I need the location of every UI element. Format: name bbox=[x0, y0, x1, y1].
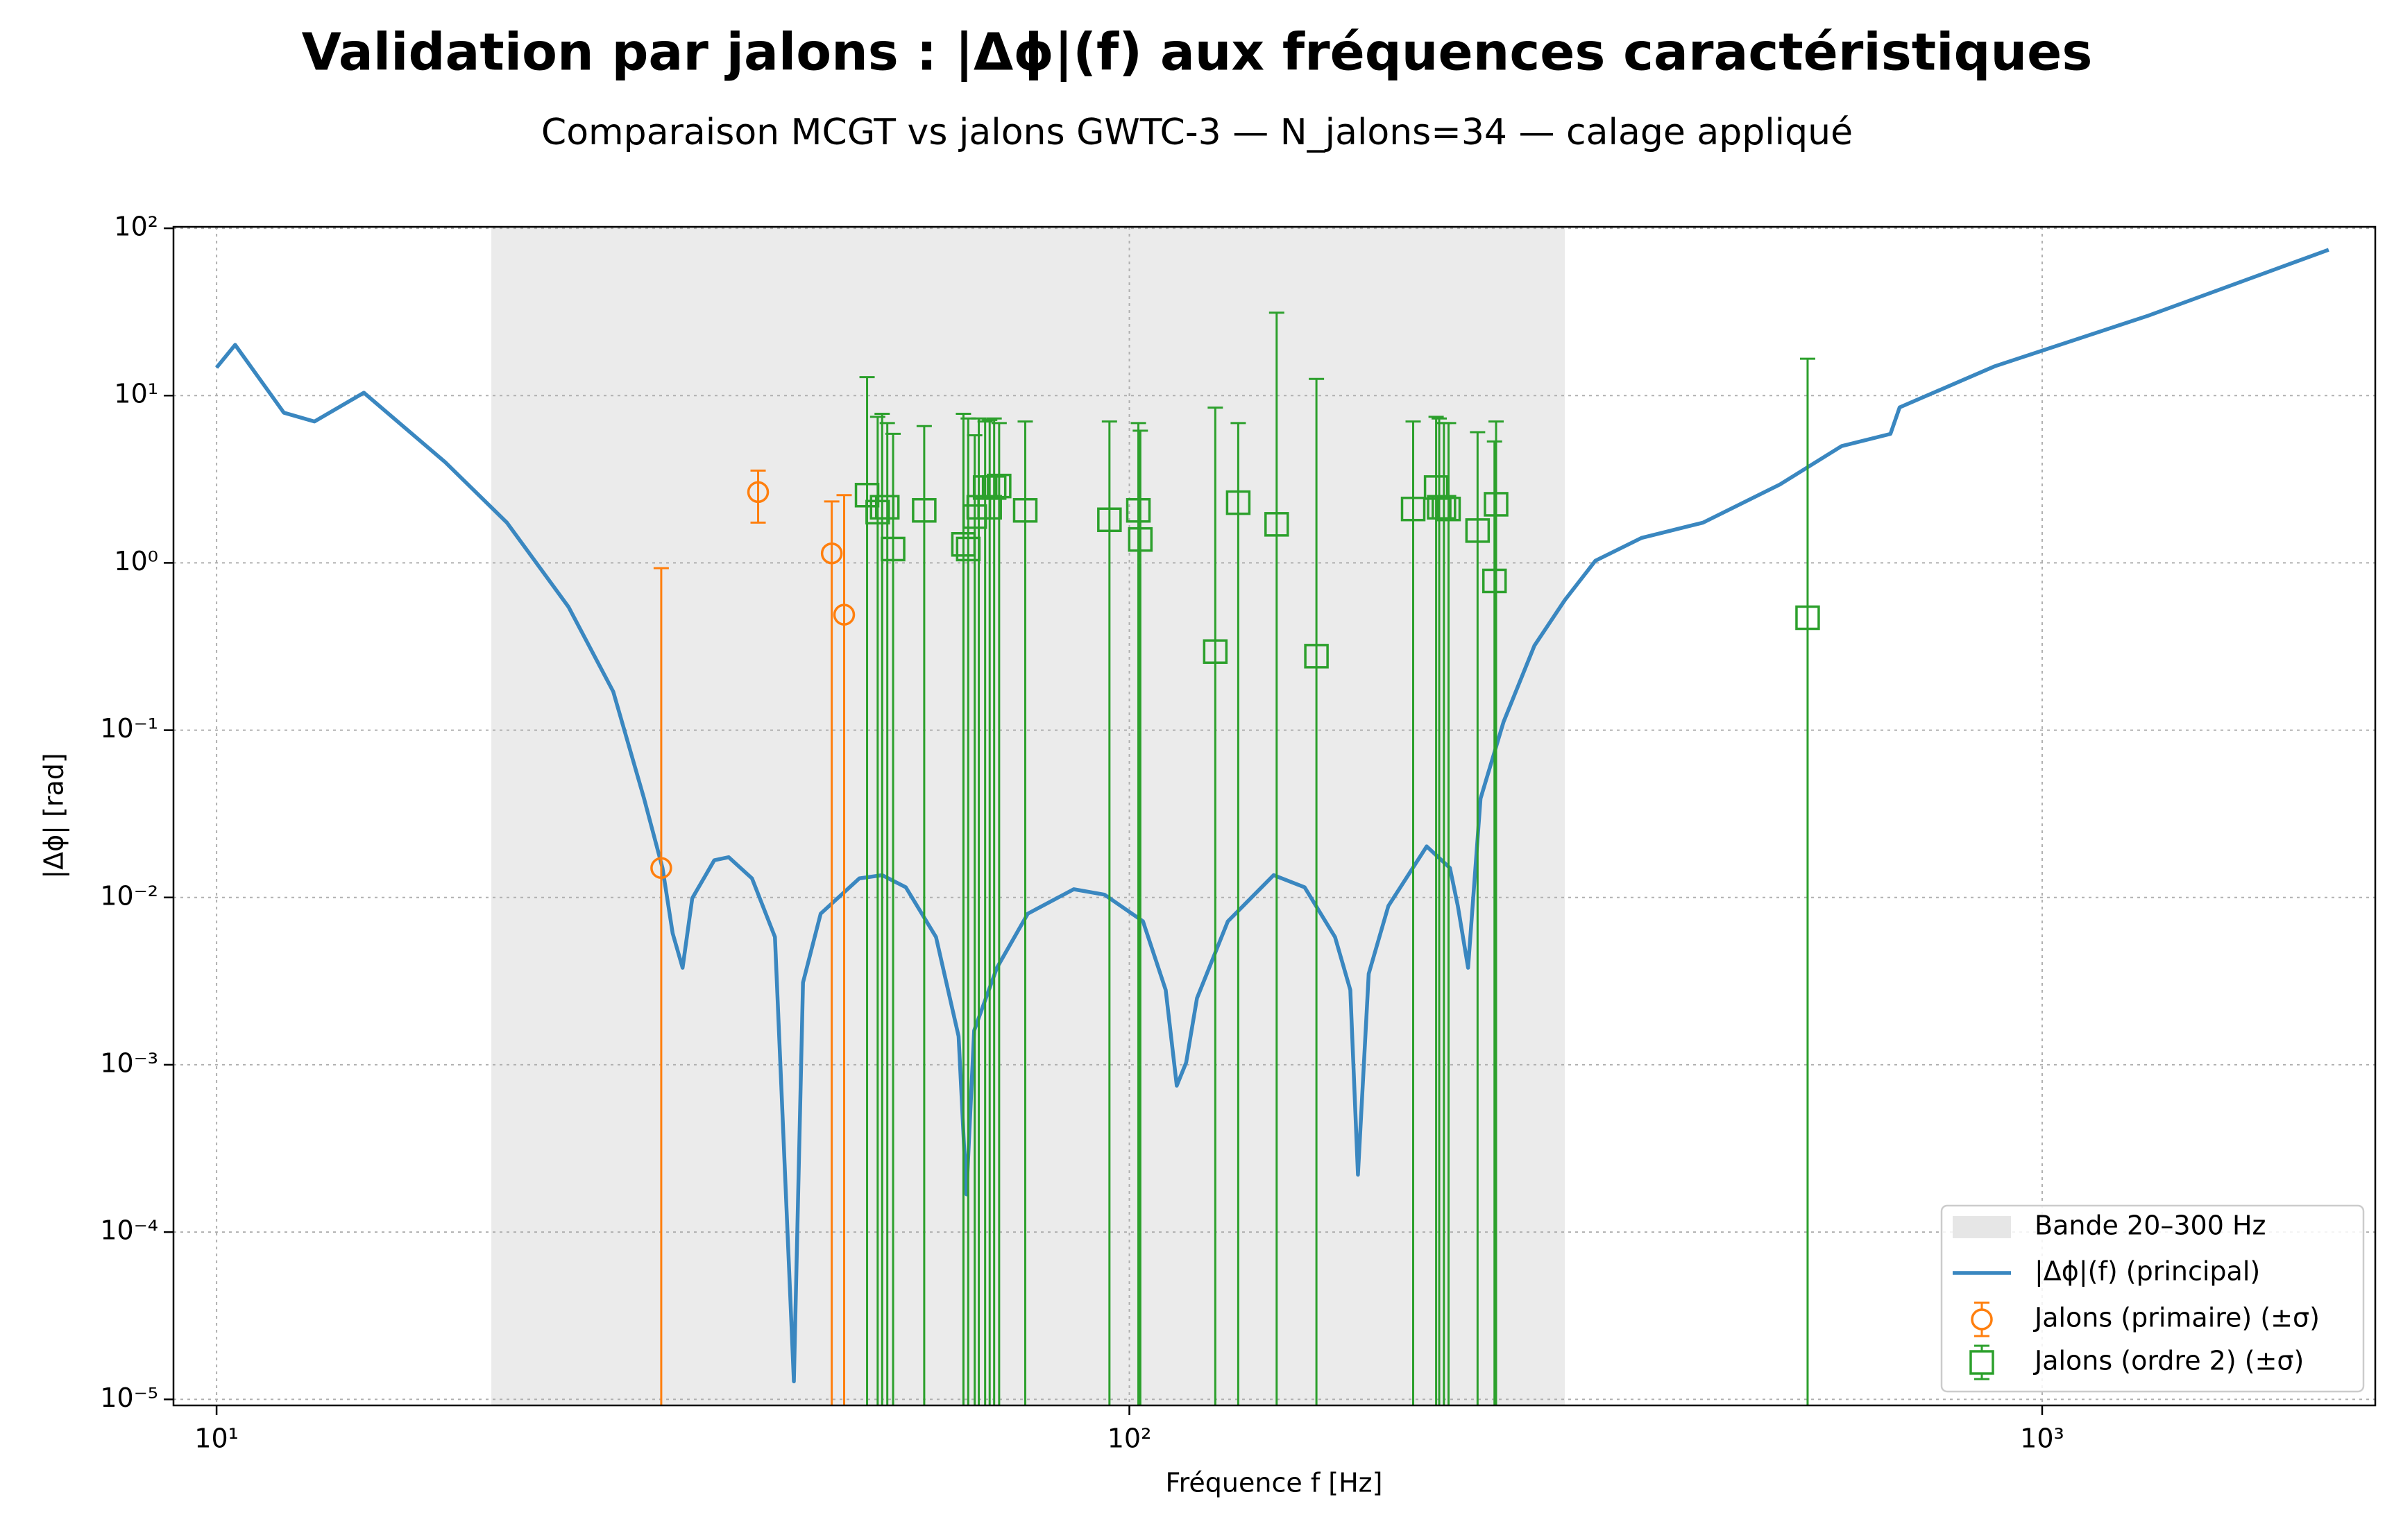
marker bbox=[833, 604, 856, 626]
legend-label: Jalons (primaire) (±σ) bbox=[2033, 1303, 2320, 1333]
y-tick-label: 10⁻⁵ bbox=[100, 1383, 158, 1413]
marker bbox=[1436, 496, 1461, 522]
error-bar bbox=[1132, 429, 1148, 1405]
error-bar bbox=[1432, 417, 1448, 1405]
legend-label: Bande 20–300 Hz bbox=[2035, 1210, 2266, 1241]
marker bbox=[1400, 496, 1426, 522]
marker bbox=[1795, 605, 1820, 631]
marker bbox=[650, 857, 672, 880]
legend-label: |Δϕ|(f) (principal) bbox=[2035, 1256, 2260, 1287]
marker bbox=[1203, 639, 1228, 665]
error-bar bbox=[836, 494, 852, 1405]
y-tick-label: 10¹ bbox=[114, 379, 158, 409]
marker bbox=[1482, 568, 1507, 594]
marker bbox=[1432, 495, 1457, 520]
marker bbox=[1126, 497, 1151, 523]
y-tick-label: 10⁻³ bbox=[100, 1047, 158, 1078]
marker bbox=[1012, 497, 1038, 523]
error-bar bbox=[1405, 420, 1421, 1405]
plot-frame bbox=[172, 225, 2377, 1407]
error-bar bbox=[1799, 357, 1815, 1405]
error-bar bbox=[653, 567, 669, 1405]
legend-box bbox=[1940, 1204, 2365, 1393]
legend-swatch bbox=[1953, 1216, 2011, 1238]
error-bar bbox=[1017, 420, 1033, 1405]
marker bbox=[1097, 507, 1122, 533]
marker bbox=[874, 495, 900, 520]
marker bbox=[1304, 644, 1329, 669]
legend-swatch bbox=[1969, 1350, 1994, 1375]
error-bar bbox=[750, 469, 766, 524]
error-bar bbox=[1428, 416, 1444, 1405]
legend-label: Jalons (ordre 2) (±σ) bbox=[2033, 1346, 2304, 1376]
marker bbox=[1423, 475, 1449, 500]
y-tick-label: 10⁻¹ bbox=[100, 713, 158, 744]
marker bbox=[1465, 518, 1491, 543]
marker bbox=[1264, 512, 1289, 537]
error-bar bbox=[916, 425, 932, 1405]
error-bar bbox=[1101, 420, 1117, 1405]
error-bar bbox=[986, 417, 1002, 1405]
y-tick-label: 10⁻⁴ bbox=[100, 1215, 158, 1246]
error-bar bbox=[971, 417, 987, 1405]
marker bbox=[1225, 490, 1251, 515]
y-axis-label: |Δϕ| [rad] bbox=[39, 753, 70, 878]
marker bbox=[912, 497, 937, 523]
marker bbox=[865, 499, 890, 525]
marker bbox=[987, 473, 1012, 499]
marker bbox=[881, 536, 906, 562]
x-tick-label: 10¹ bbox=[194, 1423, 239, 1454]
marker bbox=[747, 481, 770, 504]
x-tick-label: 10³ bbox=[2020, 1423, 2064, 1454]
error-bar bbox=[874, 413, 890, 1405]
y-tick-label: 10⁻² bbox=[100, 880, 158, 911]
chart-subtitle: Comparaison MCGT vs jalons GWTC-3 — N_ja… bbox=[541, 112, 1853, 153]
error-bar bbox=[885, 432, 901, 1405]
data-line bbox=[214, 248, 2329, 1384]
x-axis-label: Fréquence f [Hz] bbox=[1166, 1468, 1383, 1498]
error-bar bbox=[1230, 422, 1246, 1405]
marker bbox=[981, 475, 1007, 500]
error-bar bbox=[991, 422, 1007, 1405]
error-bar bbox=[1268, 311, 1284, 1405]
chart-title: Validation par jalons : |Δϕ|(f) aux fréq… bbox=[302, 23, 2093, 83]
error-bar bbox=[1130, 422, 1146, 1405]
y-tick-label: 10⁰ bbox=[114, 546, 158, 576]
error-bar bbox=[859, 376, 875, 1405]
error-bar bbox=[1207, 407, 1223, 1405]
error-bar bbox=[1441, 422, 1457, 1405]
error-bar bbox=[1488, 420, 1504, 1405]
marker bbox=[1128, 527, 1153, 552]
error-bar bbox=[879, 422, 895, 1405]
legend-swatch bbox=[1971, 1308, 1993, 1331]
marker bbox=[820, 542, 843, 565]
error-bar bbox=[956, 413, 971, 1405]
error-bar bbox=[1470, 431, 1486, 1405]
x-tick-label: 10² bbox=[1107, 1423, 1152, 1454]
error-bar bbox=[1486, 440, 1502, 1405]
y-tick-label: 10² bbox=[114, 212, 158, 242]
error-bar bbox=[1309, 377, 1325, 1405]
band bbox=[491, 227, 1565, 1405]
error-bar bbox=[824, 500, 840, 1405]
marker bbox=[1484, 492, 1509, 517]
